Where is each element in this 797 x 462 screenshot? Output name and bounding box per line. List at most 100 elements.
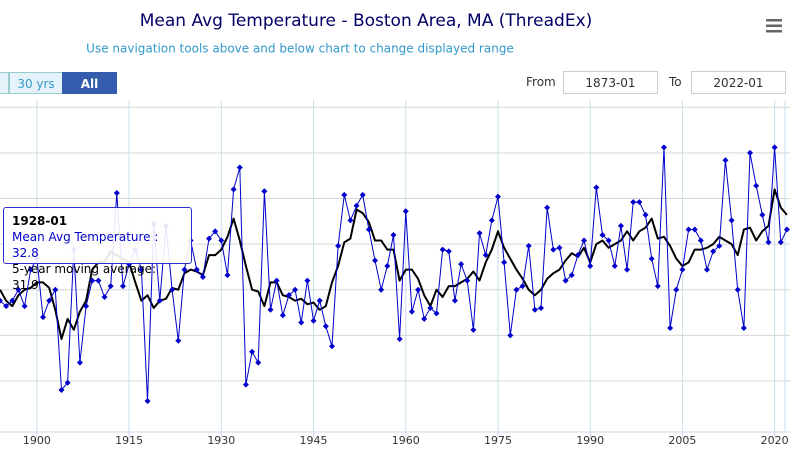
- data-point: [519, 283, 526, 290]
- data-point: [408, 308, 415, 315]
- data-point: [390, 231, 397, 238]
- data-point: [654, 283, 661, 290]
- data-point: [617, 222, 624, 229]
- data-point: [685, 226, 692, 233]
- data-point: [21, 303, 28, 310]
- data-point: [574, 252, 581, 259]
- to-label: To: [669, 75, 682, 89]
- data-point: [365, 226, 372, 233]
- tooltip: 1928-01 Mean Avg Temperature : 32.8 5-ye…: [3, 207, 192, 292]
- data-point: [538, 304, 545, 311]
- data-point: [273, 277, 280, 284]
- data-point: [753, 182, 760, 189]
- data-point: [3, 303, 10, 310]
- x-tick-label: 1930: [207, 434, 235, 447]
- tooltip-line: Mean Avg Temperature : 32.8: [12, 230, 159, 260]
- data-point: [285, 292, 292, 299]
- data-point: [0, 297, 3, 304]
- data-point: [353, 202, 360, 209]
- data-point: [40, 314, 47, 321]
- data-point: [206, 235, 213, 242]
- data-point: [611, 263, 618, 269]
- data-point: [716, 242, 723, 249]
- data-point: [298, 319, 305, 326]
- data-point: [445, 248, 452, 255]
- x-tick-label: 1900: [23, 434, 51, 447]
- data-point: [267, 306, 274, 313]
- data-point: [507, 332, 514, 339]
- data-point: [464, 277, 471, 284]
- data-point: [218, 237, 225, 244]
- series-line: [0, 188, 788, 340]
- data-point: [169, 286, 176, 293]
- x-tick-label: 2020: [761, 434, 789, 447]
- data-point: [636, 199, 643, 206]
- data-point: [765, 239, 772, 246]
- from-input[interactable]: 1873-01: [563, 71, 658, 94]
- data-point: [550, 246, 557, 253]
- data-point: [279, 312, 286, 319]
- data-point: [710, 248, 717, 255]
- data-point: [175, 337, 182, 344]
- data-point: [679, 266, 686, 273]
- data-point: [181, 266, 188, 273]
- range-button-selected[interactable]: All: [62, 72, 117, 94]
- data-point: [304, 277, 311, 284]
- data-point: [396, 335, 403, 342]
- data-point: [624, 266, 631, 273]
- data-point: [224, 272, 231, 279]
- data-point: [421, 315, 428, 322]
- data-point: [630, 199, 637, 206]
- data-point: [95, 277, 102, 284]
- data-point: [722, 157, 729, 164]
- data-point: [101, 294, 108, 301]
- data-point: [316, 297, 323, 304]
- tooltip-line: 5-year moving average: 31.9: [12, 262, 157, 292]
- tooltip-series: Mean Avg Temperature: [12, 230, 151, 244]
- x-tick-label: 2005: [668, 434, 696, 447]
- data-point: [667, 325, 674, 332]
- data-point: [605, 237, 612, 244]
- from-label: From: [526, 75, 556, 89]
- data-point: [587, 263, 594, 269]
- tooltip-value: 32.8: [12, 246, 39, 260]
- data-point: [76, 359, 83, 366]
- data-point: [581, 237, 588, 244]
- data-point: [58, 387, 65, 394]
- data-point: [777, 239, 784, 246]
- data-point: [27, 266, 34, 273]
- data-point: [255, 359, 262, 366]
- data-point: [433, 310, 440, 317]
- data-point: [501, 259, 508, 266]
- data-point: [704, 266, 711, 273]
- data-point: [89, 277, 96, 284]
- range-button[interactable]: [0, 72, 9, 94]
- x-tick-label: 1975: [484, 434, 512, 447]
- data-point: [9, 297, 16, 304]
- tooltip-title: 1928-01: [12, 214, 68, 228]
- data-point: [119, 283, 126, 290]
- data-point: [673, 286, 680, 293]
- data-point: [476, 230, 483, 237]
- data-point: [783, 226, 790, 233]
- data-point: [642, 211, 649, 218]
- data-point: [335, 242, 342, 249]
- data-point: [322, 323, 329, 330]
- data-point: [513, 286, 520, 293]
- data-point: [15, 286, 22, 293]
- data-point: [759, 211, 766, 218]
- data-point: [568, 272, 575, 279]
- x-tick-label: 1990: [576, 434, 604, 447]
- menu-icon[interactable]: [766, 19, 782, 33]
- data-point: [341, 191, 348, 198]
- data-point: [242, 381, 249, 388]
- range-button[interactable]: 30 yrs: [9, 72, 63, 94]
- data-point: [470, 326, 477, 333]
- data-point: [347, 217, 354, 224]
- to-input[interactable]: 2022-01: [691, 71, 786, 94]
- data-point: [384, 263, 391, 269]
- data-point: [691, 226, 698, 233]
- data-point: [113, 190, 120, 197]
